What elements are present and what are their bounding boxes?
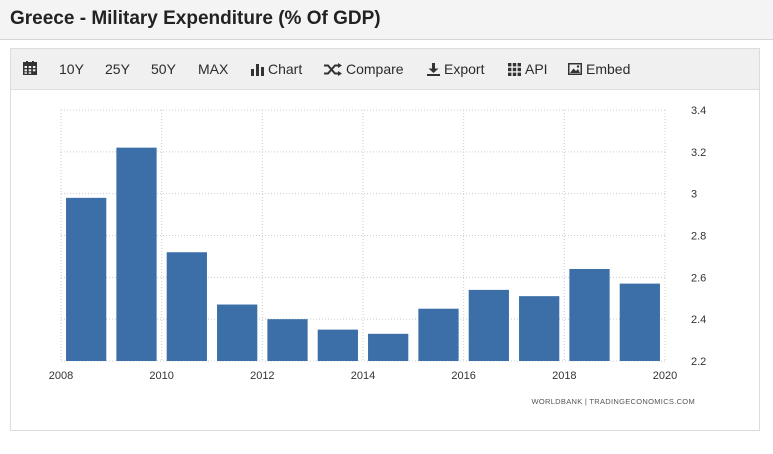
x-tick-label: 2008 (49, 370, 73, 382)
export-button[interactable]: Export (427, 61, 484, 77)
range-25y-button[interactable]: 25Y (105, 61, 130, 77)
x-tick-label: 2018 (552, 370, 576, 382)
x-tick-label: 2016 (451, 370, 475, 382)
bar-2013[interactable] (317, 329, 358, 361)
chart-button[interactable]: Chart (251, 61, 302, 77)
bar-2010[interactable] (166, 252, 207, 361)
compare-button[interactable]: Compare (324, 61, 404, 77)
y-tick-label: 2.6 (691, 272, 706, 284)
embed-button-label: Embed (586, 61, 631, 77)
x-tick-label: 2012 (250, 370, 274, 382)
compare-button-label: Compare (346, 61, 404, 77)
bar-2014[interactable] (368, 333, 409, 361)
toolbar: 10Y 25Y 50Y MAX Chart Compare (11, 49, 759, 90)
bar-2009[interactable] (116, 147, 157, 361)
bar-2017[interactable] (519, 296, 560, 361)
x-tick-label: 2014 (351, 370, 375, 382)
y-tick-label: 2.8 (691, 231, 706, 243)
y-tick-label: 2.2 (691, 356, 706, 368)
bar-2012[interactable] (267, 319, 308, 361)
export-button-label: Export (444, 61, 485, 77)
bar-2011[interactable] (217, 304, 258, 361)
y-tick-label: 2.4 (691, 314, 706, 326)
range-50y-button[interactable]: 50Y (151, 61, 176, 77)
bar-2016[interactable] (468, 289, 509, 361)
source-label: WORLDBANK | TRADINGECONOMICS.COM (531, 397, 695, 406)
bar-2019[interactable] (619, 283, 660, 361)
api-button[interactable]: API (508, 61, 548, 77)
page-title: Greece - Military Expenditure (% Of GDP) (10, 8, 381, 29)
image-icon (568, 63, 582, 75)
range-10y-button[interactable]: 10Y (59, 61, 84, 77)
chart-button-label: Chart (268, 61, 303, 77)
download-icon (427, 62, 440, 76)
bar-2015[interactable] (418, 308, 459, 361)
title-bar: Greece - Military Expenditure (% Of GDP) (0, 0, 773, 40)
shuffle-icon (324, 62, 342, 76)
api-button-label: API (525, 61, 548, 77)
bar-2008[interactable] (66, 197, 107, 361)
y-tick-label: 3.4 (691, 105, 706, 117)
bar-chart-icon (251, 63, 264, 76)
calendar-icon[interactable] (23, 61, 41, 75)
grid-icon (508, 62, 521, 76)
y-tick-label: 3 (691, 189, 697, 201)
x-tick-label: 2020 (653, 370, 677, 382)
range-max-button[interactable]: MAX (198, 61, 229, 77)
bar-2018[interactable] (569, 268, 610, 361)
x-tick-label: 2010 (149, 370, 173, 382)
embed-button[interactable]: Embed (568, 61, 630, 77)
y-tick-label: 3.2 (691, 147, 706, 159)
